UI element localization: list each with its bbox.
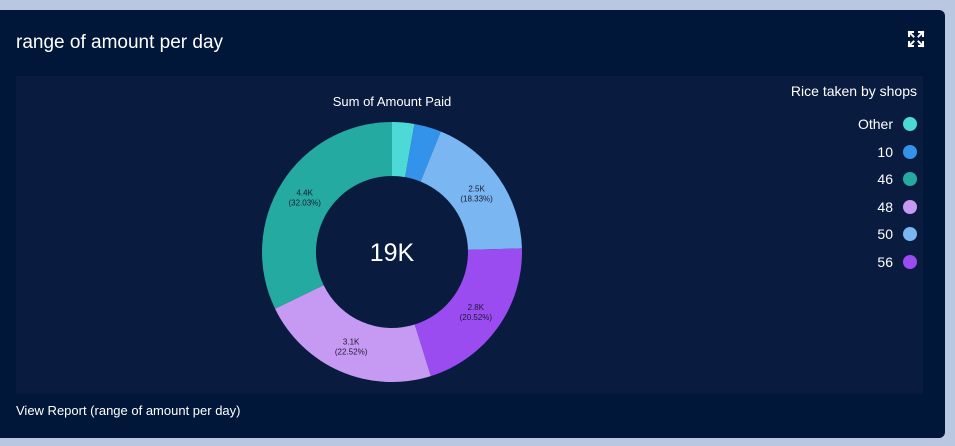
legend-label: 10 — [877, 143, 893, 160]
donut-center-total: 19K — [370, 239, 415, 267]
legend-item-10[interactable]: 10 — [877, 142, 917, 162]
donut-slice-56[interactable] — [414, 248, 522, 377]
chart-title: Sum of Amount Paid — [332, 94, 452, 109]
legend-swatch — [903, 117, 917, 131]
legend-swatch — [903, 199, 917, 214]
legend-item-50[interactable]: 50 — [877, 224, 917, 244]
slice-value-label: 4.4K — [296, 188, 313, 197]
legend-label: 46 — [877, 171, 893, 187]
slice-percent-label: (18.33%) — [460, 194, 493, 203]
legend-item-46[interactable]: 46 — [877, 169, 917, 189]
legend-label: 48 — [877, 198, 893, 215]
card-title: range of amount per day — [16, 32, 224, 53]
legend-label: 56 — [877, 253, 893, 270]
legend-swatch — [903, 254, 917, 269]
donut-slice-50[interactable] — [420, 131, 522, 250]
page-edge — [945, 0, 955, 446]
legend-item-48[interactable]: 48 — [877, 197, 917, 217]
slice-percent-label: (22.52%) — [335, 348, 368, 357]
donut-slice-48[interactable] — [275, 285, 431, 382]
legend-label: Other — [857, 116, 893, 132]
slice-value-label: 2.5K — [468, 184, 485, 193]
legend-swatch — [903, 172, 917, 186]
slice-value-label: 3.1K — [343, 338, 360, 347]
expand-icon[interactable] — [907, 30, 925, 48]
donut-slice-46[interactable] — [262, 122, 392, 309]
view-report-link[interactable]: View Report (range of amount per day) — [16, 403, 241, 418]
legend-item-other[interactable]: Other — [858, 114, 917, 134]
slice-percent-label: (32.03%) — [288, 198, 321, 207]
legend-swatch — [903, 227, 917, 241]
legend-label: 50 — [877, 226, 893, 242]
plot-area: 2.5K (18.33%) 2.8K (20.52%) 3.1K (22.52%) 4.4K… — [16, 76, 923, 394]
donut-chart: 2.5K(18.33%) 2.8K(20.52%) 3.1K(22.52%) 4.4K… — [262, 122, 522, 382]
legend-swatch — [903, 144, 917, 159]
legend-item-56[interactable]: 56 — [877, 252, 917, 272]
report-card: range of amount per day 2.5K (18.33%) 2.8K… — [0, 10, 945, 438]
slice-value-label: 2.8K — [468, 303, 485, 312]
donut-slice-10[interactable] — [405, 123, 441, 182]
donut-slice-other[interactable] — [392, 122, 415, 178]
slice-percent-label: (20.52%) — [460, 313, 493, 322]
legend-title: Rice taken by shops — [790, 83, 917, 99]
